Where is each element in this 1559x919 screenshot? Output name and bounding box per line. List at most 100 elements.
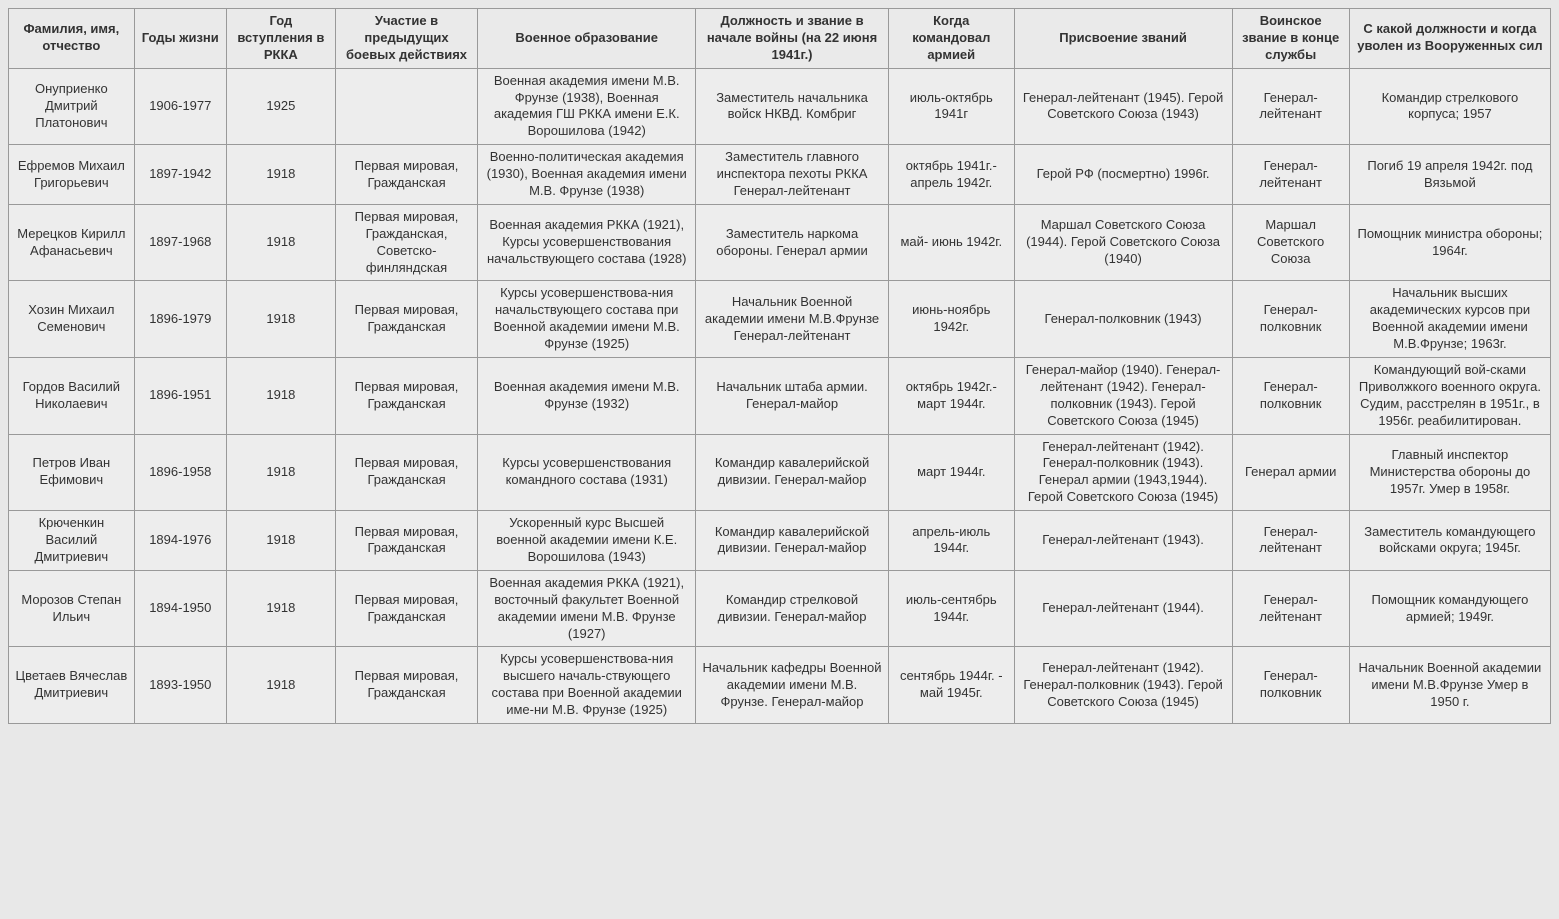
cell-dismissed: Командующий вой-сками Приволжкого военно… bbox=[1349, 358, 1550, 435]
cell-years: 1896-1951 bbox=[134, 358, 226, 435]
cell-final_rank: Генерал-лейтенант bbox=[1232, 511, 1349, 571]
cell-ranks: Генерал-майор (1940). Генерал-лейтенант … bbox=[1014, 358, 1232, 435]
cell-years: 1894-1976 bbox=[134, 511, 226, 571]
col-edu: Военное образование bbox=[478, 9, 696, 69]
cell-dismissed: Помощник командующего армией; 1949г. bbox=[1349, 570, 1550, 647]
table-row: Крюченкин Василий Дмитриевич1894-1976191… bbox=[9, 511, 1551, 571]
cell-ranks: Генерал-лейтенант (1945). Герой Советско… bbox=[1014, 68, 1232, 145]
table-row: Онуприенко Дмитрий Платонович1906-197719… bbox=[9, 68, 1551, 145]
cell-ranks: Генерал-лейтенант (1942). Генерал-полков… bbox=[1014, 647, 1232, 724]
cell-prev: Первая мировая, Гражданская bbox=[335, 511, 477, 571]
cell-ranks: Генерал-полковник (1943) bbox=[1014, 281, 1232, 358]
cell-name: Петров Иван Ефимович bbox=[9, 434, 135, 511]
cell-years: 1896-1958 bbox=[134, 434, 226, 511]
cell-commanded: июль-сентябрь 1944г. bbox=[888, 570, 1014, 647]
cell-final_rank: Генерал-полковник bbox=[1232, 281, 1349, 358]
cell-name: Мерецков Кирилл Афанасьевич bbox=[9, 204, 135, 281]
cell-joined: 1918 bbox=[226, 204, 335, 281]
cell-dismissed: Начальник высших академических курсов пр… bbox=[1349, 281, 1550, 358]
cell-prev bbox=[335, 68, 477, 145]
cell-position: Командир кавалерийской дивизии. Генерал-… bbox=[696, 434, 889, 511]
cell-joined: 1925 bbox=[226, 68, 335, 145]
cell-ranks: Генерал-лейтенант (1944). bbox=[1014, 570, 1232, 647]
cell-name: Морозов Степан Ильич bbox=[9, 570, 135, 647]
cell-edu: Военная академия имени М.В. Фрунзе (1938… bbox=[478, 68, 696, 145]
cell-joined: 1918 bbox=[226, 145, 335, 205]
cell-name: Онуприенко Дмитрий Платонович bbox=[9, 68, 135, 145]
cell-final_rank: Генерал-лейтенант bbox=[1232, 68, 1349, 145]
table-row: Морозов Степан Ильич1894-19501918Первая … bbox=[9, 570, 1551, 647]
cell-position: Заместитель наркома обороны. Генерал арм… bbox=[696, 204, 889, 281]
cell-commanded: июль-октябрь 1941г bbox=[888, 68, 1014, 145]
cell-edu: Военная академия имени М.В. Фрунзе (1932… bbox=[478, 358, 696, 435]
cell-dismissed: Главный инспектор Министерства обороны д… bbox=[1349, 434, 1550, 511]
table-row: Цветаев Вячеслав Дмитриевич1893-19501918… bbox=[9, 647, 1551, 724]
cell-final_rank: Генерал-лейтенант bbox=[1232, 145, 1349, 205]
table-row: Ефремов Михаил Григорьевич1897-19421918П… bbox=[9, 145, 1551, 205]
cell-final_rank: Генерал-полковник bbox=[1232, 647, 1349, 724]
cell-name: Хозин Михаил Семенович bbox=[9, 281, 135, 358]
cell-joined: 1918 bbox=[226, 647, 335, 724]
col-name: Фамилия, имя, отчество bbox=[9, 9, 135, 69]
cell-joined: 1918 bbox=[226, 434, 335, 511]
col-prev: Участие в предыдущих боевых действиях bbox=[335, 9, 477, 69]
table-body: Онуприенко Дмитрий Платонович1906-197719… bbox=[9, 68, 1551, 723]
cell-commanded: апрель-июль 1944г. bbox=[888, 511, 1014, 571]
col-dismissed: С какой должности и когда уволен из Воор… bbox=[1349, 9, 1550, 69]
table-row: Хозин Михаил Семенович1896-19791918Перва… bbox=[9, 281, 1551, 358]
cell-joined: 1918 bbox=[226, 281, 335, 358]
cell-ranks: Генерал-лейтенант (1943). bbox=[1014, 511, 1232, 571]
cell-joined: 1918 bbox=[226, 358, 335, 435]
cell-joined: 1918 bbox=[226, 511, 335, 571]
cell-commanded: июнь-ноябрь 1942г. bbox=[888, 281, 1014, 358]
table-row: Петров Иван Ефимович1896-19581918Первая … bbox=[9, 434, 1551, 511]
cell-years: 1894-1950 bbox=[134, 570, 226, 647]
cell-name: Крюченкин Василий Дмитриевич bbox=[9, 511, 135, 571]
cell-dismissed: Заместитель командующего войсками округа… bbox=[1349, 511, 1550, 571]
cell-name: Гордов Василий Николаевич bbox=[9, 358, 135, 435]
cell-prev: Первая мировая, Гражданская bbox=[335, 647, 477, 724]
cell-prev: Первая мировая, Гражданская bbox=[335, 281, 477, 358]
cell-commanded: октябрь 1941г.- апрель 1942г. bbox=[888, 145, 1014, 205]
cell-commanded: март 1944г. bbox=[888, 434, 1014, 511]
col-position: Должность и звание в начале войны (на 22… bbox=[696, 9, 889, 69]
col-ranks: Присвоение званий bbox=[1014, 9, 1232, 69]
cell-edu: Военно-политическая академия (1930), Вое… bbox=[478, 145, 696, 205]
cell-edu: Курсы усовершенствова-ния начальствующег… bbox=[478, 281, 696, 358]
cell-position: Заместитель начальника войск НКВД. Комбр… bbox=[696, 68, 889, 145]
cell-dismissed: Командир стрелкового корпуса; 1957 bbox=[1349, 68, 1550, 145]
cell-ranks: Генерал-лейтенант (1942). Генерал-полков… bbox=[1014, 434, 1232, 511]
col-commanded: Когда командовал армией bbox=[888, 9, 1014, 69]
cell-joined: 1918 bbox=[226, 570, 335, 647]
cell-dismissed: Погиб 19 апреля 1942г. под Вязьмой bbox=[1349, 145, 1550, 205]
cell-final_rank: Маршал Советского Союза bbox=[1232, 204, 1349, 281]
header-row: Фамилия, имя, отчество Годы жизни Год вс… bbox=[9, 9, 1551, 69]
cell-prev: Первая мировая, Гражданская, Советско-фи… bbox=[335, 204, 477, 281]
commanders-table: Фамилия, имя, отчество Годы жизни Год вс… bbox=[8, 8, 1551, 724]
cell-name: Ефремов Михаил Григорьевич bbox=[9, 145, 135, 205]
cell-final_rank: Генерал армии bbox=[1232, 434, 1349, 511]
col-years: Годы жизни bbox=[134, 9, 226, 69]
cell-final_rank: Генерал-полковник bbox=[1232, 358, 1349, 435]
cell-edu: Военная академия РККА (1921), восточный … bbox=[478, 570, 696, 647]
cell-position: Начальник кафедры Военной академии имени… bbox=[696, 647, 889, 724]
cell-final_rank: Генерал-лейтенант bbox=[1232, 570, 1349, 647]
cell-edu: Курсы усовершенствования командного сост… bbox=[478, 434, 696, 511]
table-row: Мерецков Кирилл Афанасьевич1897-19681918… bbox=[9, 204, 1551, 281]
cell-edu: Ускоренный курс Высшей военной академии … bbox=[478, 511, 696, 571]
cell-years: 1897-1968 bbox=[134, 204, 226, 281]
cell-position: Начальник Военной академии имени М.В.Фру… bbox=[696, 281, 889, 358]
cell-commanded: октябрь 1942г.- март 1944г. bbox=[888, 358, 1014, 435]
cell-years: 1906-1977 bbox=[134, 68, 226, 145]
cell-name: Цветаев Вячеслав Дмитриевич bbox=[9, 647, 135, 724]
cell-commanded: сентябрь 1944г. - май 1945г. bbox=[888, 647, 1014, 724]
cell-edu: Военная академия РККА (1921), Курсы усов… bbox=[478, 204, 696, 281]
cell-position: Заместитель главного инспектора пехоты Р… bbox=[696, 145, 889, 205]
cell-position: Начальник штаба армии. Генерал-майор bbox=[696, 358, 889, 435]
cell-prev: Первая мировая, Гражданская bbox=[335, 358, 477, 435]
cell-dismissed: Помощник министра обороны; 1964г. bbox=[1349, 204, 1550, 281]
cell-prev: Первая мировая, Гражданская bbox=[335, 570, 477, 647]
col-final-rank: Воинское звание в конце службы bbox=[1232, 9, 1349, 69]
cell-prev: Первая мировая, Гражданская bbox=[335, 145, 477, 205]
cell-years: 1897-1942 bbox=[134, 145, 226, 205]
